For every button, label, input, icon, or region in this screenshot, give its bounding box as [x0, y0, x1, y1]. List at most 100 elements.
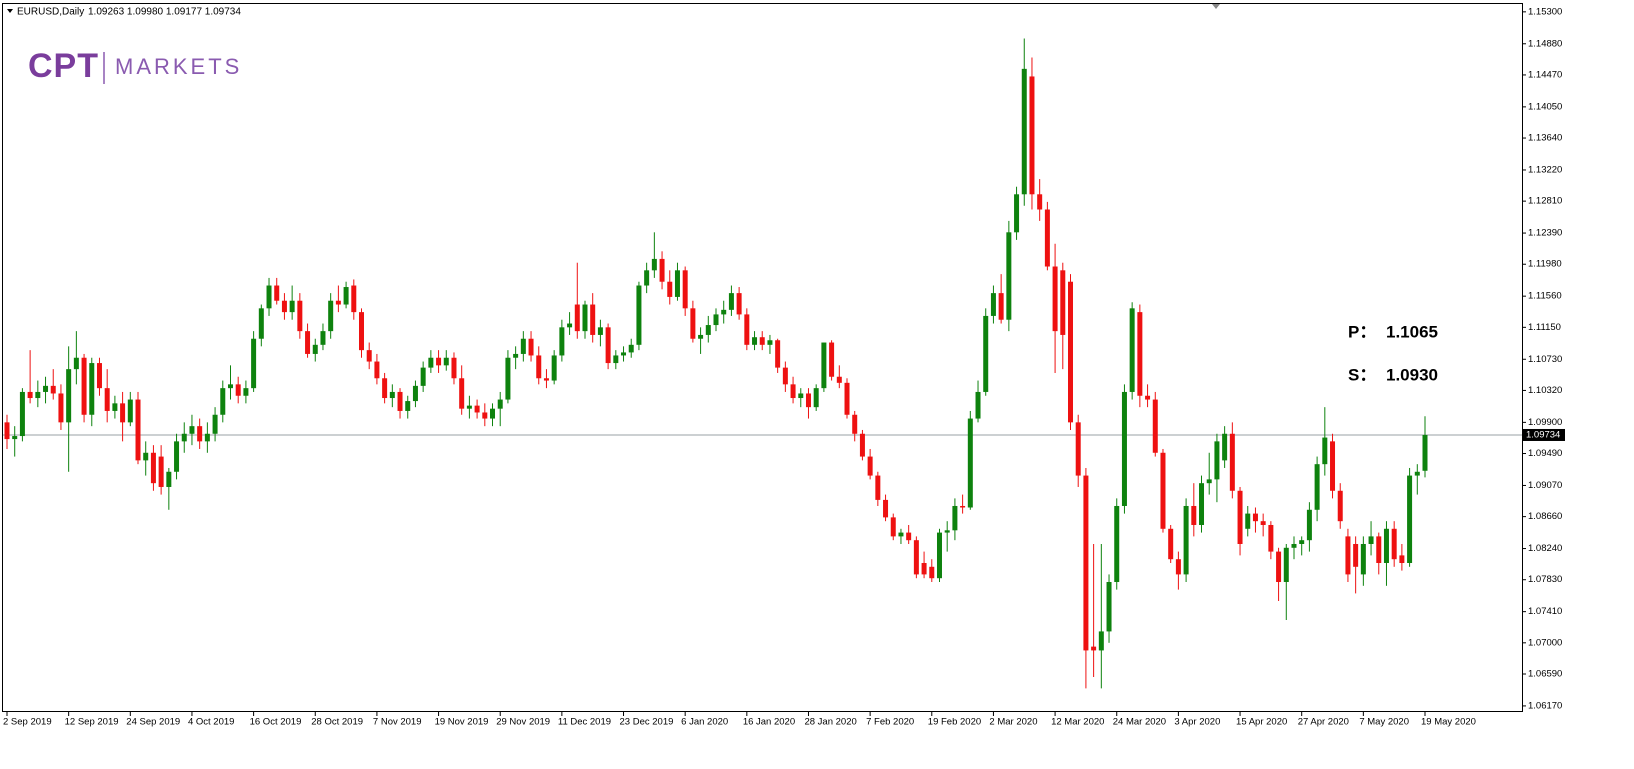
candle-body [420, 367, 426, 386]
candle-body [1360, 543, 1366, 575]
candle-body [1175, 559, 1181, 575]
candle-body [104, 388, 110, 411]
y-tick-label: 1.09490 [1528, 448, 1562, 459]
candle-body [1075, 422, 1081, 476]
candle-body [1168, 528, 1174, 560]
y-tick-label: 1.06170 [1528, 700, 1562, 711]
candle-body [628, 344, 634, 353]
header-ohlc: 1.09263 1.09980 1.09177 1.09734 [88, 7, 241, 18]
candle-body [597, 327, 603, 335]
candle-body [220, 388, 226, 415]
y-tick-label: 1.12810 [1528, 196, 1562, 207]
current-price-label: 1.09734 [1526, 429, 1560, 440]
x-tick-label: 2 Sep 2019 [3, 717, 52, 728]
candle-body [983, 315, 989, 392]
candle-body [158, 456, 164, 487]
candle-body [1330, 441, 1336, 491]
candle-body [451, 357, 457, 379]
candle-body [181, 433, 187, 442]
scroll-marker [1212, 4, 1220, 9]
x-tick-label: 12 Mar 2020 [1051, 717, 1104, 728]
candle-body [243, 388, 249, 396]
candle-body [728, 293, 734, 310]
y-tick-label: 1.08240 [1528, 543, 1562, 554]
y-tick-label: 1.07410 [1528, 606, 1562, 617]
y-tick-label: 1.10730 [1528, 354, 1562, 365]
candle-body [1237, 490, 1243, 544]
x-tick-label: 2 Mar 2020 [989, 717, 1037, 728]
candle-body [890, 517, 896, 537]
logo-mark: CPT [28, 47, 99, 85]
candle-body [1391, 528, 1397, 560]
candle-body [150, 452, 156, 484]
candle-body [1145, 395, 1151, 400]
candle-body [359, 312, 364, 351]
candle-body [227, 384, 233, 389]
candle-body [1029, 76, 1035, 195]
candle-body [913, 540, 919, 575]
candle-body [1199, 483, 1205, 525]
candle-body [1160, 452, 1166, 529]
x-tick-label: 4 Oct 2019 [188, 717, 234, 728]
candle-body [96, 363, 102, 389]
candle-body [274, 285, 280, 301]
candle-body [798, 393, 804, 399]
candle-body [482, 412, 488, 419]
candle-body [559, 327, 565, 356]
candle-body [713, 314, 719, 326]
candle-body [805, 393, 811, 408]
candle-body [636, 285, 642, 345]
candle-body [120, 403, 126, 423]
candle-body [852, 414, 858, 434]
x-tick-label: 19 May 2020 [1421, 717, 1476, 728]
candle-body [1383, 528, 1389, 563]
candle-body [1376, 536, 1382, 563]
candle-body [790, 384, 796, 399]
candle-body [335, 300, 341, 305]
candle-body [1422, 434, 1428, 471]
candle-body [859, 433, 865, 457]
candle-body [490, 408, 496, 419]
x-tick-label: 19 Nov 2019 [435, 717, 489, 728]
y-tick-label: 1.11560 [1528, 291, 1562, 302]
y-tick-label: 1.10320 [1528, 385, 1562, 396]
candle-body [428, 357, 434, 368]
candle-body [936, 532, 942, 579]
candle-body [698, 334, 704, 339]
candle-body [1299, 540, 1305, 544]
candle-body [405, 401, 411, 411]
candle-body [1014, 194, 1020, 233]
candle-body [497, 399, 503, 409]
candle-body [674, 270, 680, 297]
candle-body [343, 287, 349, 305]
y-tick-label: 1.13220 [1528, 164, 1562, 175]
candle-body [297, 300, 303, 332]
y-tick-label: 1.14470 [1528, 69, 1562, 80]
y-tick-label: 1.06590 [1528, 669, 1562, 680]
candle-body [821, 342, 827, 389]
candle-body [19, 391, 25, 437]
candle-body [898, 532, 904, 537]
candle-body [1276, 551, 1282, 583]
candle-body [459, 378, 465, 409]
candle-body [651, 258, 657, 271]
candle-body [528, 338, 534, 356]
candle-body [721, 309, 727, 315]
candle-body [1222, 433, 1228, 461]
candle-body [73, 357, 79, 370]
candle-body [351, 285, 357, 313]
candle-body [829, 342, 835, 377]
y-tick-label: 1.09070 [1528, 480, 1562, 491]
y-tick-label: 1.08660 [1528, 511, 1562, 522]
x-tick-label: 7 Nov 2019 [373, 717, 422, 728]
candle-body [12, 436, 18, 440]
x-tick-label: 15 Apr 2020 [1236, 717, 1287, 728]
candle-body [844, 382, 850, 415]
candle-body [1106, 582, 1112, 632]
candle-body [1121, 391, 1127, 506]
candle-body [513, 353, 519, 358]
candle-body [1021, 68, 1027, 195]
candle-body [258, 308, 264, 339]
candle-body [960, 505, 966, 508]
